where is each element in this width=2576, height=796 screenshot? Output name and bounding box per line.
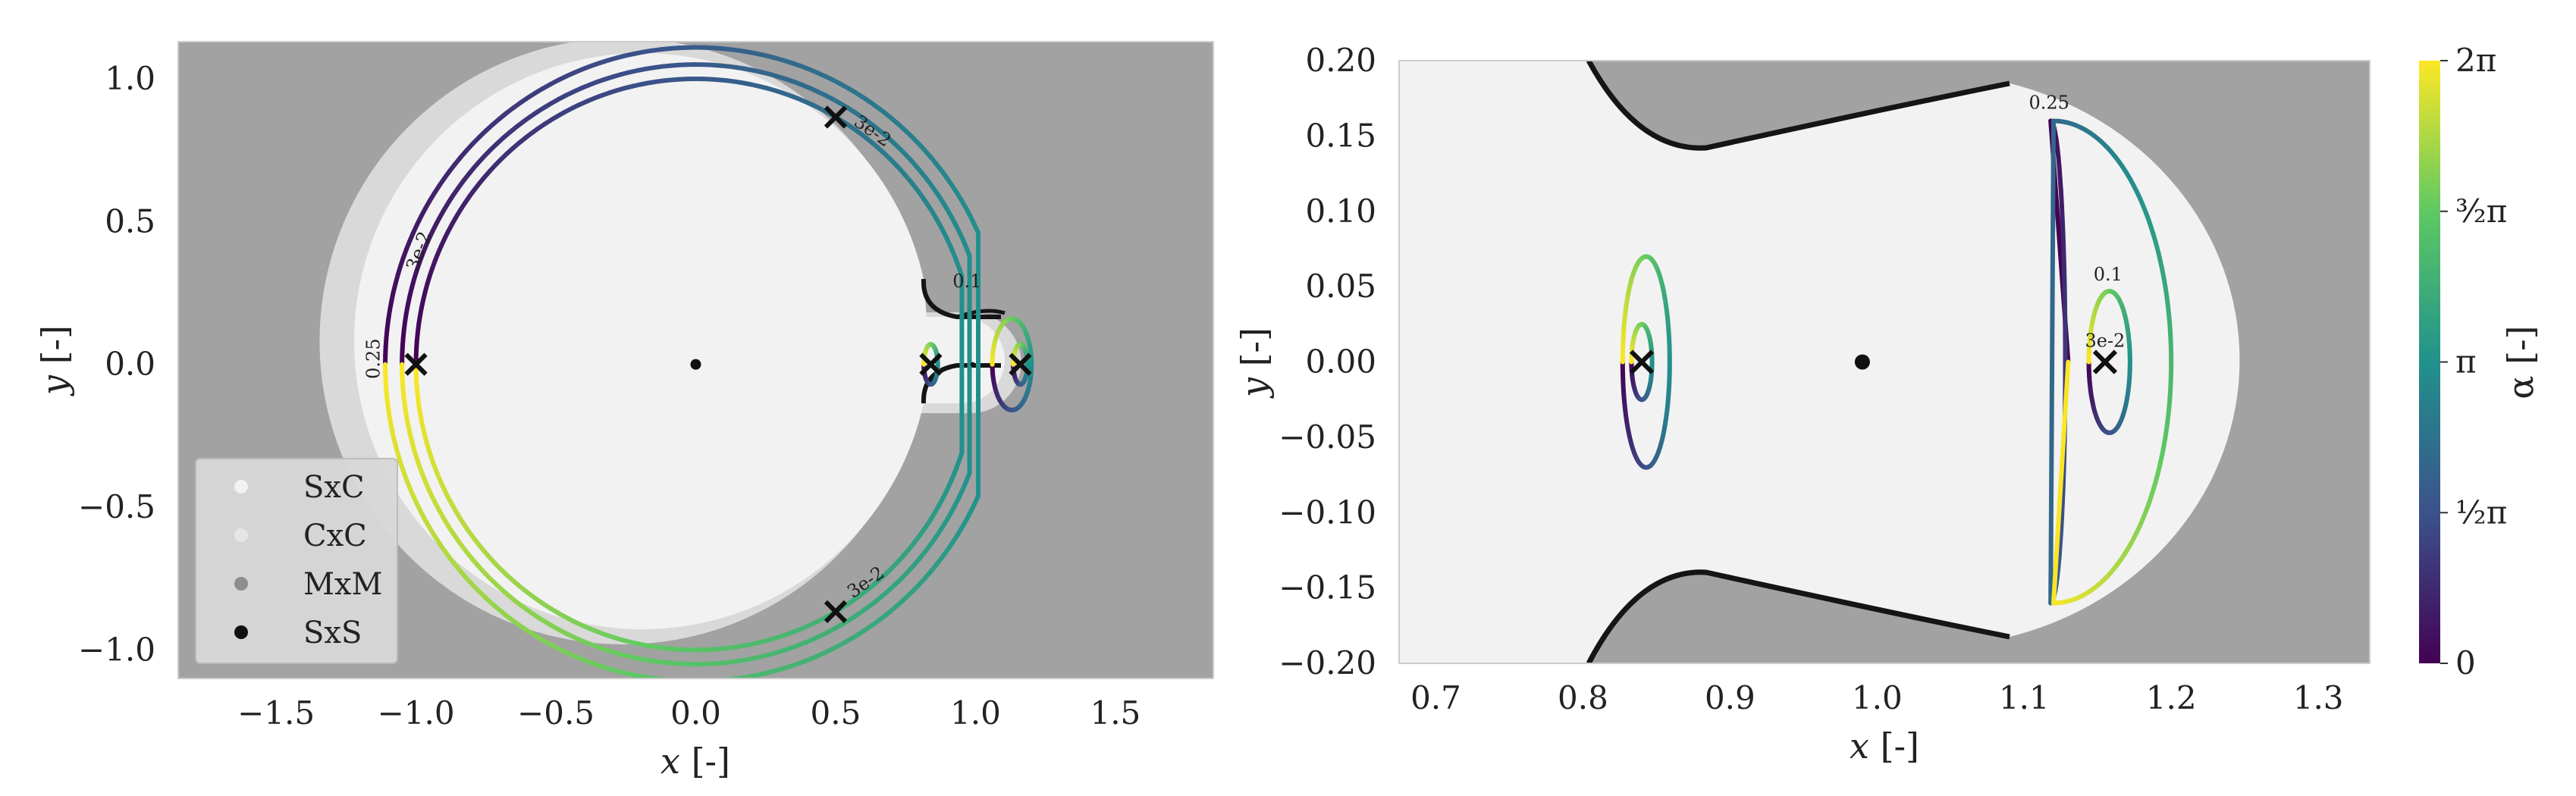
x-tick-label: 1.1 [1999, 679, 2050, 716]
colorbar-ticks: 0 ½π π ³⁄₂π 2π [2440, 42, 2507, 682]
legend: SxC CxC MxM SxS [195, 458, 398, 664]
sxs-boundary-right-upper [1586, 61, 2010, 151]
contour-label: 0.1 [2094, 264, 2123, 285]
colorbar-gradient [2419, 61, 2440, 663]
contour-segment-0.25 [704, 681, 714, 682]
y-tick-label: 1.0 [105, 60, 155, 97]
x-tick-label: −1.5 [237, 694, 315, 732]
x-tick-label: 1.2 [2146, 679, 2197, 716]
legend-label-cxc: CxC [303, 519, 367, 553]
colorbar-tick-label: 2π [2455, 42, 2496, 79]
contour-segment-0.25 [2059, 501, 2065, 521]
legend-marker-sxs [234, 625, 248, 639]
sxc-region [353, 53, 1005, 629]
contour-label: 3e-2 [2085, 331, 2125, 352]
lagrange-point-marker [1009, 353, 1032, 376]
legend-marker-sxc [234, 480, 248, 494]
sxs-boundary-right-lower [1586, 569, 2010, 663]
contour-label: 0.25 [2028, 92, 2069, 114]
y-tick-label: −0.10 [1279, 494, 1376, 531]
x-tick-label: 0.9 [1705, 679, 1756, 716]
y-tick-label: 0.20 [1305, 42, 1376, 79]
right-x-axis-label: x [-] [1850, 725, 1919, 766]
x-tick-label: −0.5 [517, 694, 595, 732]
x-tick-label: 1.5 [1090, 694, 1141, 732]
legend-box [195, 458, 398, 664]
x-tick-label: 0.8 [1558, 679, 1608, 716]
left-axes-frame [177, 41, 1214, 679]
left-y-tick-labels: −1.0 −0.5 0.0 0.5 1.0 [78, 60, 155, 668]
lagrange-point-marker [919, 353, 943, 376]
legend-label-mxm: MxM [303, 567, 382, 602]
secondary-body-marker [970, 362, 975, 367]
secondary-body-marker [1854, 354, 1870, 370]
lagrange-point-marker [824, 105, 848, 129]
colorbar-tick-label: ½π [2455, 494, 2507, 531]
right-markers [1629, 349, 2118, 374]
right-x-tick-labels: 0.7 0.8 0.9 1.0 1.1 1.2 1.3 [1410, 679, 2343, 716]
right-y-tick-labels: −0.20 −0.15 −0.10 −0.05 0.00 0.05 0.10 0.15 0.20 [1279, 42, 1376, 682]
contour-segment-0.25 [678, 681, 687, 682]
x-tick-label: −1.0 [378, 694, 455, 732]
y-tick-label: −0.20 [1279, 644, 1376, 682]
x-tick-label: 0.5 [811, 694, 861, 732]
contour-segment-0.25 [2058, 516, 2064, 535]
right-y-axis-label: y [-] [1234, 327, 1275, 399]
contour-segment-0.25 [714, 680, 723, 681]
y-tick-label: −0.05 [1279, 418, 1376, 456]
y-tick-label: 0.0 [105, 346, 155, 383]
colorbar-tick-label: π [2455, 343, 2477, 381]
contour-segment-0.25 [2059, 203, 2065, 223]
primary-body-marker [690, 359, 701, 370]
legend-label-sxs: SxS [303, 616, 362, 650]
left-x-axis-label: x [-] [660, 741, 730, 782]
legend-marker-cxc [234, 528, 248, 542]
contour-segment-0.25 [2048, 118, 2056, 606]
sxs-boundary-lower [921, 363, 1001, 404]
y-tick-label: 0.05 [1305, 268, 1376, 305]
colorbar: 0 ½π π ³⁄₂π 2π α [-] [2419, 42, 2541, 682]
sxs-boundary-upper [921, 278, 1001, 319]
contour-segment-0.25 [657, 677, 671, 678]
contour-segment-0.25 [720, 677, 734, 678]
sxc-region-right [1399, 61, 2240, 663]
lagrange-point-marker [2092, 349, 2118, 374]
left-markers [404, 105, 1032, 623]
right-chart-panel: 0.250.13e-2 0.7 0.8 0.9 1.0 1.1 1.2 1.3 −0.20−… [1234, 42, 2541, 766]
y-tick-label: 0.00 [1305, 343, 1376, 381]
y-tick-label: −0.15 [1279, 569, 1376, 606]
y-tick-label: 0.15 [1305, 117, 1376, 154]
right-axes-frame [1398, 60, 2370, 664]
colorbar-label: α [-] [2500, 325, 2541, 399]
contour-segment-0.25 [2058, 189, 2064, 208]
x-tick-label: 0.0 [670, 694, 721, 732]
left-y-axis-label: y [-] [34, 325, 75, 396]
legend-label-sxc: SxC [303, 470, 365, 505]
y-tick-label: −1.0 [78, 631, 155, 668]
x-tick-label: 1.3 [2293, 679, 2344, 716]
contour-segment-0.25 [670, 680, 679, 681]
contour-segment-0.25 [2051, 359, 2071, 606]
y-tick-label: 0.5 [105, 202, 155, 240]
lagrange-point-marker [1629, 349, 1655, 374]
colorbar-tick-label: ³⁄₂π [2455, 193, 2507, 230]
x-tick-label: 0.7 [1410, 679, 1461, 716]
contour-label: 0.1 [952, 271, 981, 292]
contour-label: 0.25 [363, 338, 384, 378]
contour-segment-0.25 [2061, 250, 2067, 272]
legend-marker-mxm [234, 577, 248, 591]
lagrange-point-marker [824, 600, 848, 623]
contour-segment-0.25 [2060, 233, 2066, 255]
contour-segment-0.25 [2062, 267, 2067, 290]
x-tick-label: 1.0 [950, 694, 1001, 732]
lagrange-point-marker [404, 353, 428, 376]
left-x-tick-labels: −1.5 −1.0 −0.5 0.0 0.5 1.0 1.5 [237, 694, 1141, 732]
y-tick-label: 0.10 [1305, 193, 1376, 230]
x-tick-label: 1.0 [1852, 679, 1903, 716]
y-tick-label: −0.5 [78, 488, 155, 525]
colorbar-tick-label: 0 [2455, 644, 2476, 682]
